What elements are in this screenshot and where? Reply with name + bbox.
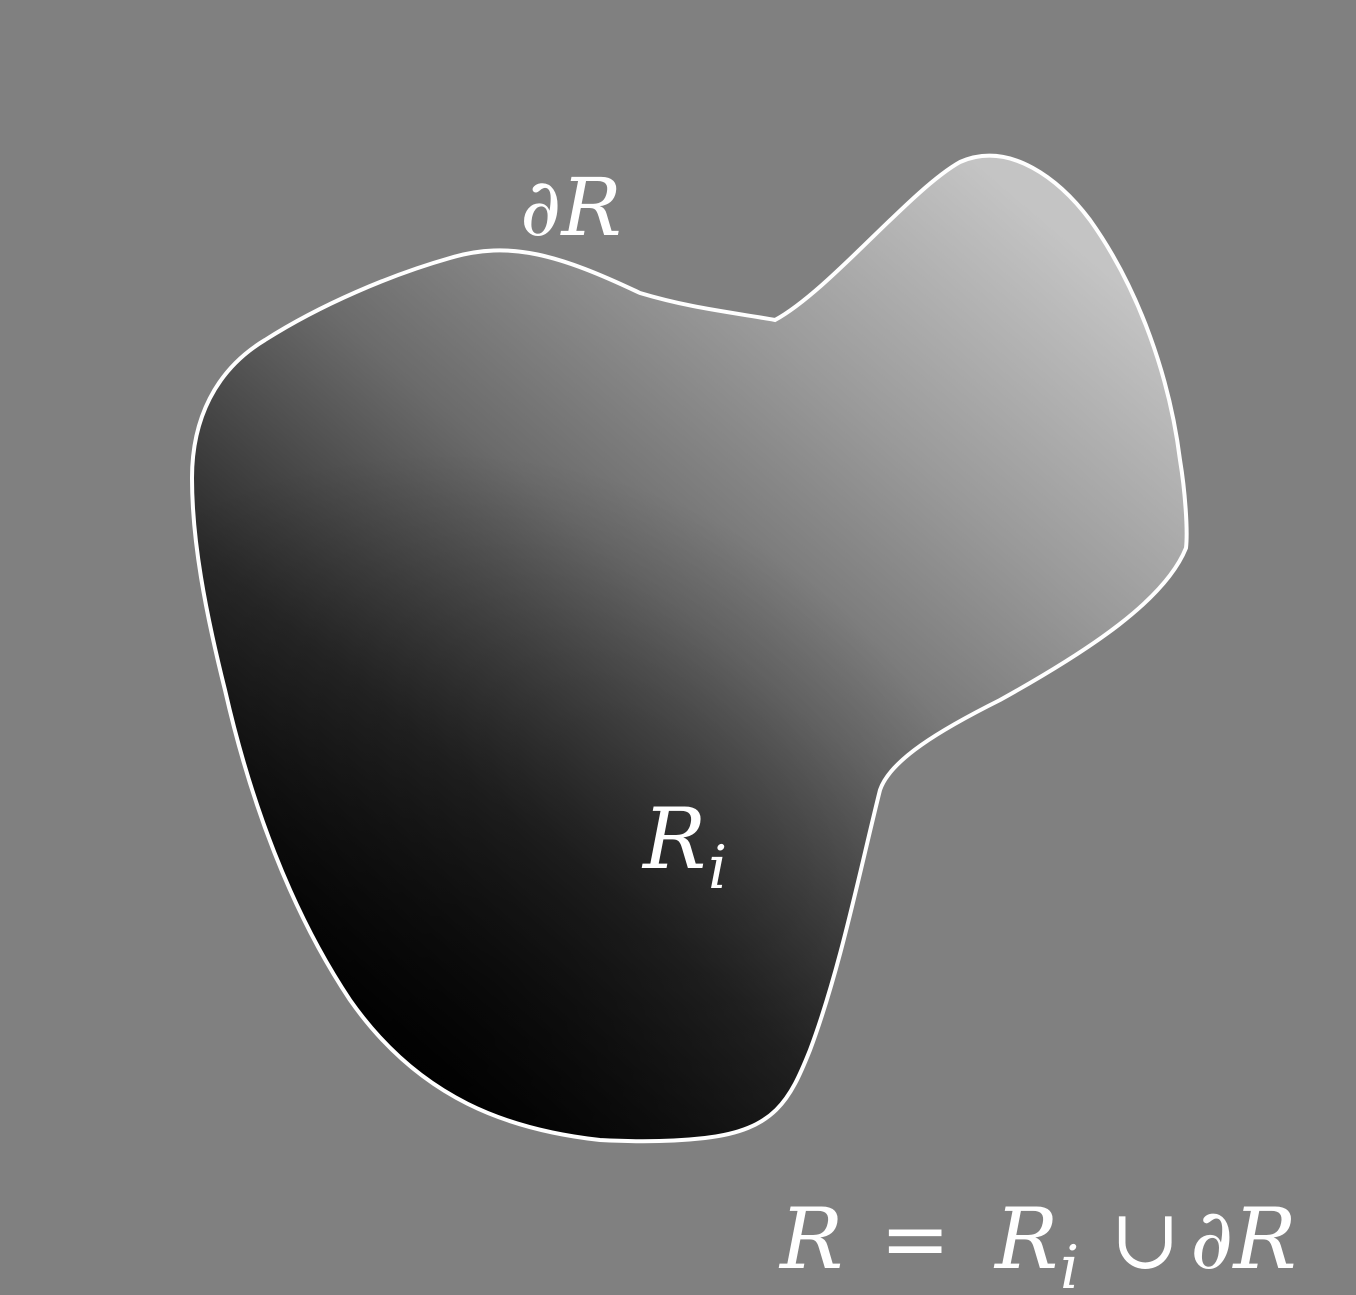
- interior-label-subscript: i: [708, 833, 727, 903]
- equation-ri: R: [993, 1190, 1058, 1288]
- region-shading: [192, 155, 1187, 1142]
- equation-ri-subscript: i: [1060, 1233, 1079, 1295]
- interior-label: R: [641, 790, 706, 888]
- equation-union: ∪: [1110, 1190, 1180, 1288]
- boundary-outline: [189, 153, 1189, 1144]
- boundary-label: ∂R: [520, 161, 622, 254]
- equation-equals: =: [880, 1190, 950, 1288]
- equation-boundary: ∂R: [1190, 1190, 1297, 1288]
- equation-lhs: R: [778, 1190, 843, 1288]
